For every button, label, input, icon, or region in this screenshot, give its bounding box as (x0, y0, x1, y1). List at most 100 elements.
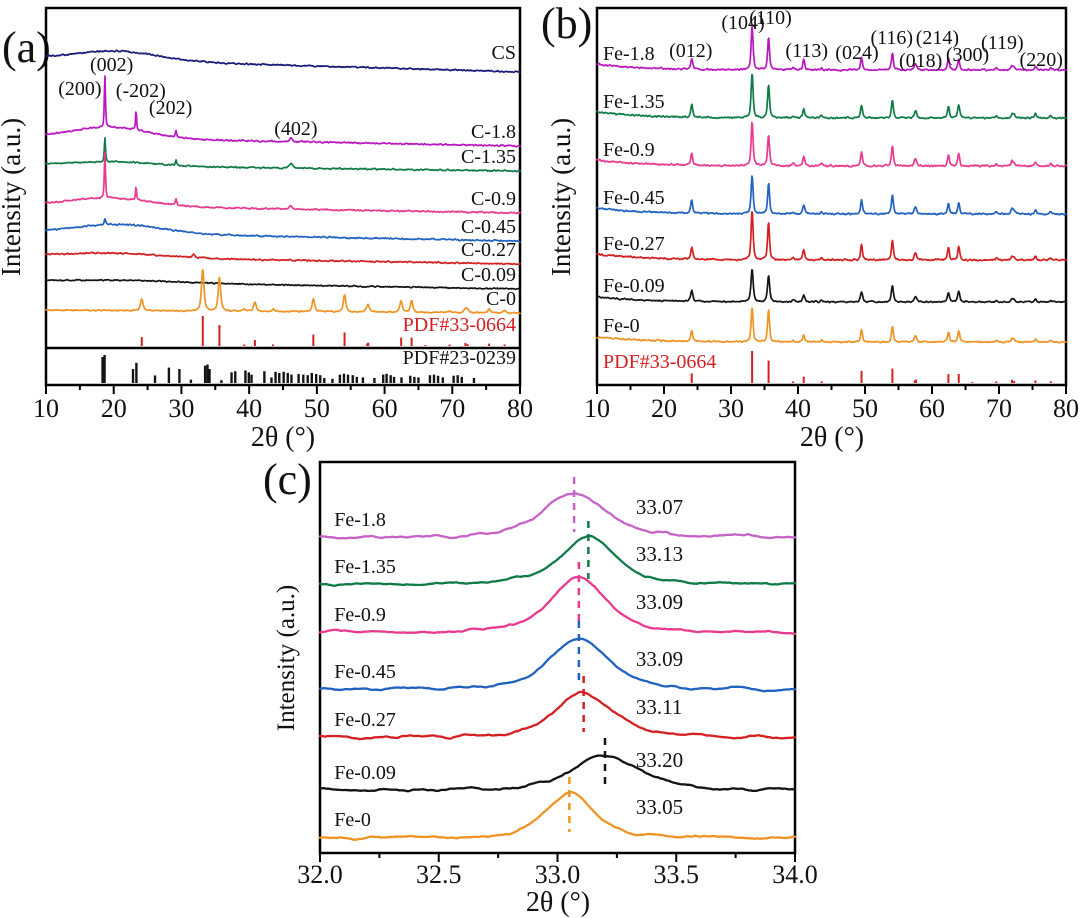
panel-a-chart: 10 20 30 40 50 60 70 80 2θ (°) Intensity (a.u.) CS… (0, 6, 533, 453)
series-label-Fe-0: Fe-0 (603, 315, 640, 337)
peak-annotation: (018) (899, 50, 942, 72)
series-curve-Fe-0.45 (596, 175, 1067, 216)
series-label-Fe-0.45: Fe-0.45 (334, 661, 396, 683)
x-axis-tick-label: 40 (236, 394, 262, 423)
series-curve-Fe-0 (596, 307, 1067, 344)
series-label-Fe-0.9: Fe-0.9 (603, 139, 655, 161)
x-axis-tick-label: 50 (852, 394, 878, 423)
x-axis-tick-label: 40 (785, 394, 811, 423)
x-axis-title: 2θ (°) (526, 887, 590, 918)
peak-annotation: (200) (58, 78, 101, 100)
series-label-Fe-0.9: Fe-0.9 (334, 604, 386, 626)
peak-annotation: (214) (916, 27, 959, 49)
peak-value-Fe-1.8: 33.07 (636, 495, 683, 519)
x-axis-tick-label: 70 (986, 394, 1012, 423)
peak-value-Fe-0.9: 33.09 (636, 590, 683, 614)
peak-annotation: (110) (749, 7, 792, 29)
pdf-23-0239-label: PDF#23-0239 (403, 347, 516, 369)
series-label-C-0.45: C-0.45 (461, 216, 516, 238)
peak-annotation: (220) (1020, 49, 1063, 71)
x-axis-tick-label: 80 (1053, 394, 1079, 423)
series-curve-C-1.8 (45, 75, 521, 148)
panel-c-letter: (c) (263, 455, 312, 504)
series-label-Fe-1.35: Fe-1.35 (603, 91, 665, 113)
x-axis-tick-label: 60 (919, 394, 945, 423)
series-curve-C-0.27 (45, 251, 521, 266)
x-axis-title: 2θ (°) (251, 422, 315, 453)
series-curve-C-0 (45, 268, 521, 315)
series-label-Fe-0.45: Fe-0.45 (603, 187, 665, 209)
panel-b-letter: (b) (541, 0, 593, 48)
x-axis-tick-label: 80 (507, 394, 533, 423)
x-axis-tick-label: 70 (439, 394, 465, 423)
series-curve-C-0.09 (45, 278, 521, 291)
x-axis-title: 2θ (°) (800, 422, 864, 453)
series-label-Fe-0.09: Fe-0.09 (603, 275, 665, 297)
pdf-33-0664-label: PDF#33-0664 (403, 314, 516, 336)
series-label-Fe-0: Fe-0 (334, 809, 371, 831)
series-label-Fe-1.8: Fe-1.8 (334, 509, 386, 531)
series-curve-Fe-0.9 (596, 121, 1067, 168)
series-curve-Fe-1.8 (318, 492, 797, 540)
x-axis-tick-label: 32.5 (416, 860, 462, 889)
y-axis-title: Intensity (a.u.) (0, 118, 26, 276)
series-curve-Fe-0.09 (318, 754, 797, 793)
x-axis-tick-label: 30 (168, 394, 194, 423)
x-axis-tick-label: 20 (651, 394, 677, 423)
series-curve-C-1.35 (45, 137, 521, 173)
series-label-C-0.9: C-0.9 (471, 188, 516, 210)
series-label-C-1.35: C-1.35 (461, 146, 516, 168)
peak-value-Fe-0.27: 33.11 (636, 695, 682, 719)
peak-value-Fe-1.35: 33.13 (636, 542, 683, 566)
x-axis-tick-label: 60 (372, 394, 398, 423)
x-axis-tick-label: 30 (718, 394, 744, 423)
series-label-C-0: C-0 (486, 288, 516, 310)
series-label-CS: CS (492, 42, 516, 64)
series-curve-C-0.45 (45, 218, 521, 243)
peak-annotation: (002) (90, 54, 133, 76)
x-axis-tick-label: 10 (33, 394, 59, 423)
peak-annotation: (104) (721, 12, 764, 34)
series-curve-C-0.9 (45, 151, 521, 215)
series-label-Fe-1.8: Fe-1.8 (603, 43, 655, 65)
y-axis-title: Intensity (a.u.) (546, 118, 576, 276)
series-curve-Fe-1.35 (318, 534, 797, 587)
x-axis-tick-label: 10 (584, 394, 610, 423)
y-axis-title: Intensity (a.u.) (273, 585, 300, 731)
peak-annotation: (300) (946, 44, 989, 66)
series-curve-CS (45, 49, 521, 74)
x-axis-tick-label: 33.5 (654, 860, 700, 889)
peak-value-Fe-0.45: 33.09 (636, 647, 683, 671)
peak-value-Fe-0.09: 33.20 (636, 748, 683, 772)
peak-annotation: (119) (981, 32, 1024, 54)
series-curve-Fe-0.09 (596, 268, 1067, 304)
series-label-C-0.09: C-0.09 (461, 264, 516, 286)
series-curve-Fe-0.27 (318, 690, 797, 741)
peak-annotation: (116) (871, 27, 914, 49)
series-label-C-0.27: C-0.27 (461, 239, 516, 261)
series-curve-Fe-0.27 (596, 210, 1067, 262)
plot-border (318, 460, 797, 855)
panel-b-chart: 10 20 30 40 50 60 70 80 2θ (°) Intensity (a.u.) Fe… (546, 6, 1079, 453)
x-axis-tick-label: 32.0 (297, 860, 343, 889)
panel-a-letter: (a) (2, 23, 51, 72)
series-curve-Fe-0 (318, 790, 797, 842)
x-axis-tick-label: 33.0 (535, 860, 581, 889)
x-axis-tick-label: 50 (304, 394, 330, 423)
peak-value-Fe-0: 33.05 (636, 795, 683, 819)
peak-annotation: (-202) (116, 80, 166, 102)
series-curve-Fe-1.35 (596, 73, 1067, 120)
peak-annotation: (113) (785, 40, 828, 62)
series-curve-Fe-0.45 (318, 637, 797, 693)
panel-c-chart: 32.0 32.5 33.0 33.5 34.0 2θ (°) Intensity (a.u… (273, 460, 818, 918)
series-curve-Fe-0.9 (318, 575, 797, 636)
peak-annotation: (012) (669, 40, 712, 62)
series-label-Fe-0.09: Fe-0.09 (334, 762, 396, 784)
series-curve-Fe-1.8 (596, 26, 1067, 72)
x-axis-tick-label: 20 (101, 394, 127, 423)
x-axis-tick-label: 34.0 (772, 860, 818, 889)
plot-border (595, 6, 1068, 387)
series-label-Fe-0.27: Fe-0.27 (603, 233, 665, 255)
peak-annotation: (202) (149, 97, 192, 119)
